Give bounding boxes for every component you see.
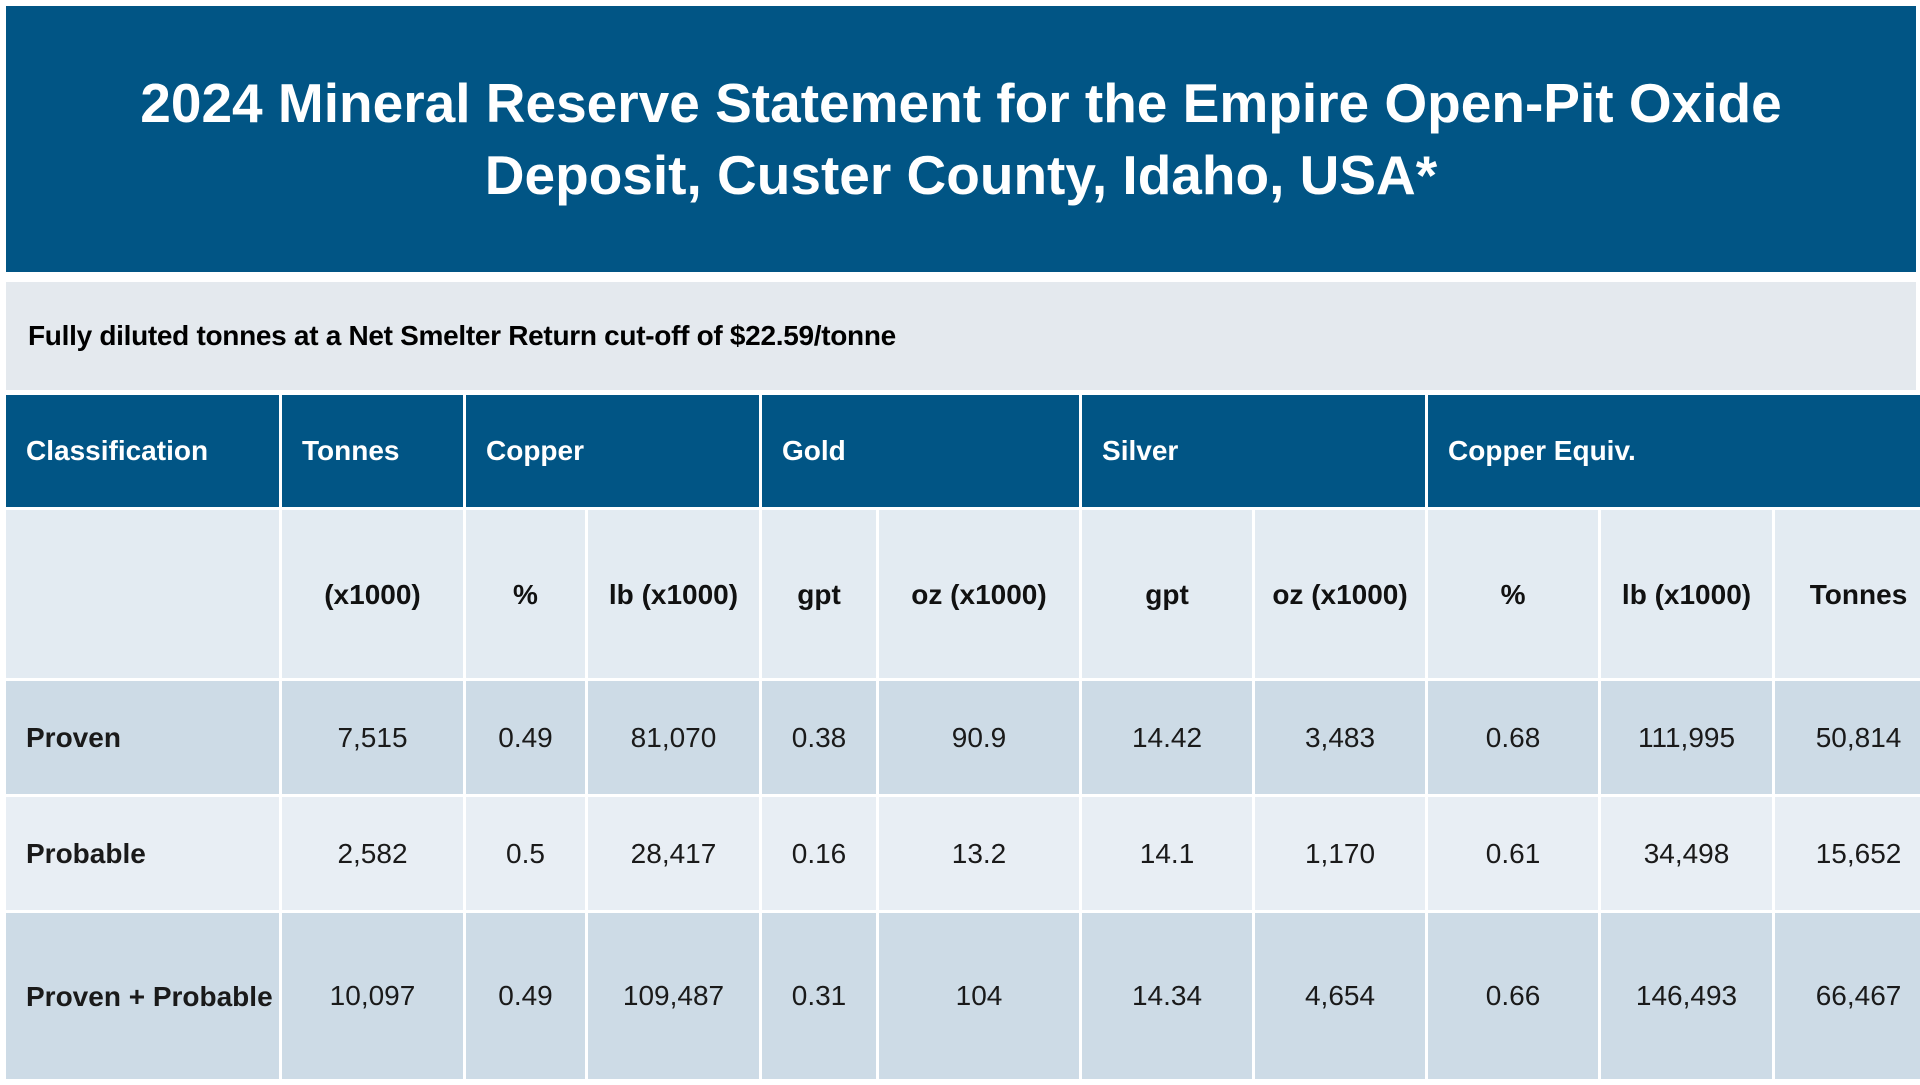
unit-cell: (x1000) xyxy=(282,510,463,678)
header-gold: Gold xyxy=(762,395,1080,507)
reserve-table: Classification Tonnes Copper Gold Silver… xyxy=(3,392,1920,1082)
header-copper-equiv: Copper Equiv. xyxy=(1428,395,1920,507)
table-row: Probable 2,582 0.5 28,417 0.16 13.2 14.1… xyxy=(6,797,1920,910)
units-row: (x1000) % lb (x1000) gpt oz (x1000) gpt … xyxy=(6,510,1920,678)
header-row: Classification Tonnes Copper Gold Silver… xyxy=(6,395,1920,507)
table-cell: 0.38 xyxy=(762,681,876,794)
unit-cell: lb (x1000) xyxy=(1601,510,1773,678)
table-cell: 15,652 xyxy=(1775,797,1920,910)
table-cell: 4,654 xyxy=(1255,913,1426,1079)
table-cell: 81,070 xyxy=(588,681,759,794)
table-cell: 14.1 xyxy=(1082,797,1253,910)
table-cell: 7,515 xyxy=(282,681,463,794)
table-cell: 14.42 xyxy=(1082,681,1253,794)
table-cell: 0.16 xyxy=(762,797,876,910)
classification-cell: Proven xyxy=(6,681,279,794)
unit-cell: gpt xyxy=(1082,510,1253,678)
table-cell: 109,487 xyxy=(588,913,759,1079)
table-cell: 10,097 xyxy=(282,913,463,1079)
header-tonnes: Tonnes xyxy=(282,395,463,507)
table-cell: 1,170 xyxy=(1255,797,1426,910)
table-cell: 0.61 xyxy=(1428,797,1599,910)
subtitle-bar: Fully diluted tonnes at a Net Smelter Re… xyxy=(6,282,1916,390)
table-cell: 2,582 xyxy=(282,797,463,910)
table-cell: 13.2 xyxy=(879,797,1080,910)
table-cell: 0.49 xyxy=(466,913,585,1079)
header-silver: Silver xyxy=(1082,395,1426,507)
table-cell: 34,498 xyxy=(1601,797,1773,910)
table-cell: 0.5 xyxy=(466,797,585,910)
unit-cell: oz (x1000) xyxy=(1255,510,1426,678)
table-cell: 104 xyxy=(879,913,1080,1079)
classification-cell: Proven + Probable xyxy=(6,913,279,1079)
classification-cell: Probable xyxy=(6,797,279,910)
table-row: Proven 7,515 0.49 81,070 0.38 90.9 14.42… xyxy=(6,681,1920,794)
table-cell: 0.68 xyxy=(1428,681,1599,794)
table-cell: 50,814 xyxy=(1775,681,1920,794)
table-cell: 111,995 xyxy=(1601,681,1773,794)
header-copper: Copper xyxy=(466,395,759,507)
unit-cell: Tonnes xyxy=(1775,510,1920,678)
table-cell: 66,467 xyxy=(1775,913,1920,1079)
table-cell: 146,493 xyxy=(1601,913,1773,1079)
unit-cell: lb (x1000) xyxy=(588,510,759,678)
table-row: Proven + Probable 10,097 0.49 109,487 0.… xyxy=(6,913,1920,1079)
table-cell: 0.49 xyxy=(466,681,585,794)
table-cell: 0.66 xyxy=(1428,913,1599,1079)
table-cell: 14.34 xyxy=(1082,913,1253,1079)
unit-cell xyxy=(6,510,279,678)
unit-cell: oz (x1000) xyxy=(879,510,1080,678)
header-classification: Classification xyxy=(6,395,279,507)
table-cell: 0.31 xyxy=(762,913,876,1079)
unit-cell: % xyxy=(1428,510,1599,678)
unit-cell: gpt xyxy=(762,510,876,678)
unit-cell: % xyxy=(466,510,585,678)
table-cell: 3,483 xyxy=(1255,681,1426,794)
page-title: 2024 Mineral Reserve Statement for the E… xyxy=(140,72,1782,206)
subtitle: Fully diluted tonnes at a Net Smelter Re… xyxy=(28,320,896,351)
table-cell: 28,417 xyxy=(588,797,759,910)
title-banner: 2024 Mineral Reserve Statement for the E… xyxy=(6,6,1916,272)
table-cell: 90.9 xyxy=(879,681,1080,794)
